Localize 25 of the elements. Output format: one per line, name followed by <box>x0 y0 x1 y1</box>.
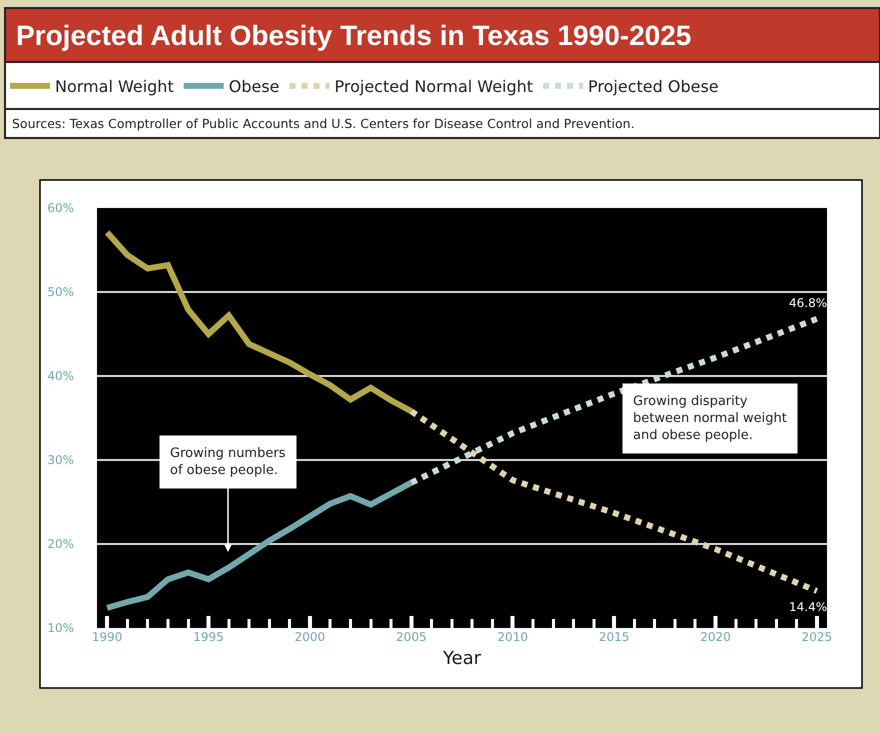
x-axis-title: Year <box>442 648 482 670</box>
annotation: Growing disparity between normal weight and obese people. <box>633 394 787 443</box>
legend-label: Normal Weight <box>55 77 174 96</box>
legend-label: Projected Normal Weight <box>334 77 534 96</box>
y-tick-label: 50% <box>47 285 74 300</box>
source-note: Sources: Texas Comptroller of Public Accounts and U.S. Centers for Disease Control and Prevention. <box>12 116 635 131</box>
x-tick-label: 2005 <box>396 630 427 644</box>
legend-label: Projected Obese <box>588 77 719 96</box>
y-tick-label: 40% <box>47 369 74 384</box>
y-tick-label: 20% <box>47 537 74 552</box>
y-tick-label: 60% <box>47 201 74 216</box>
chart-title: Projected Adult Obesity Trends in Texas 1990-2025 <box>16 20 692 51</box>
data-label: 14.4% <box>789 600 828 614</box>
x-tick-label: 2025 <box>802 630 832 644</box>
annotation: Growing numbers of obese people. <box>170 446 286 478</box>
x-tick-label: 2020 <box>700 630 731 644</box>
x-tick-label: 2015 <box>598 630 630 644</box>
x-tick-label: 1990 <box>92 630 122 644</box>
y-tick-label: 10% <box>47 621 74 636</box>
x-tick-label: 1995 <box>193 630 224 644</box>
y-tick-label: 30% <box>47 453 74 468</box>
data-label: 46.8% <box>789 296 828 310</box>
legend-label: Obese <box>228 77 280 96</box>
x-tick-label: 2010 <box>497 630 528 644</box>
x-tick-label: 2000 <box>294 630 326 644</box>
